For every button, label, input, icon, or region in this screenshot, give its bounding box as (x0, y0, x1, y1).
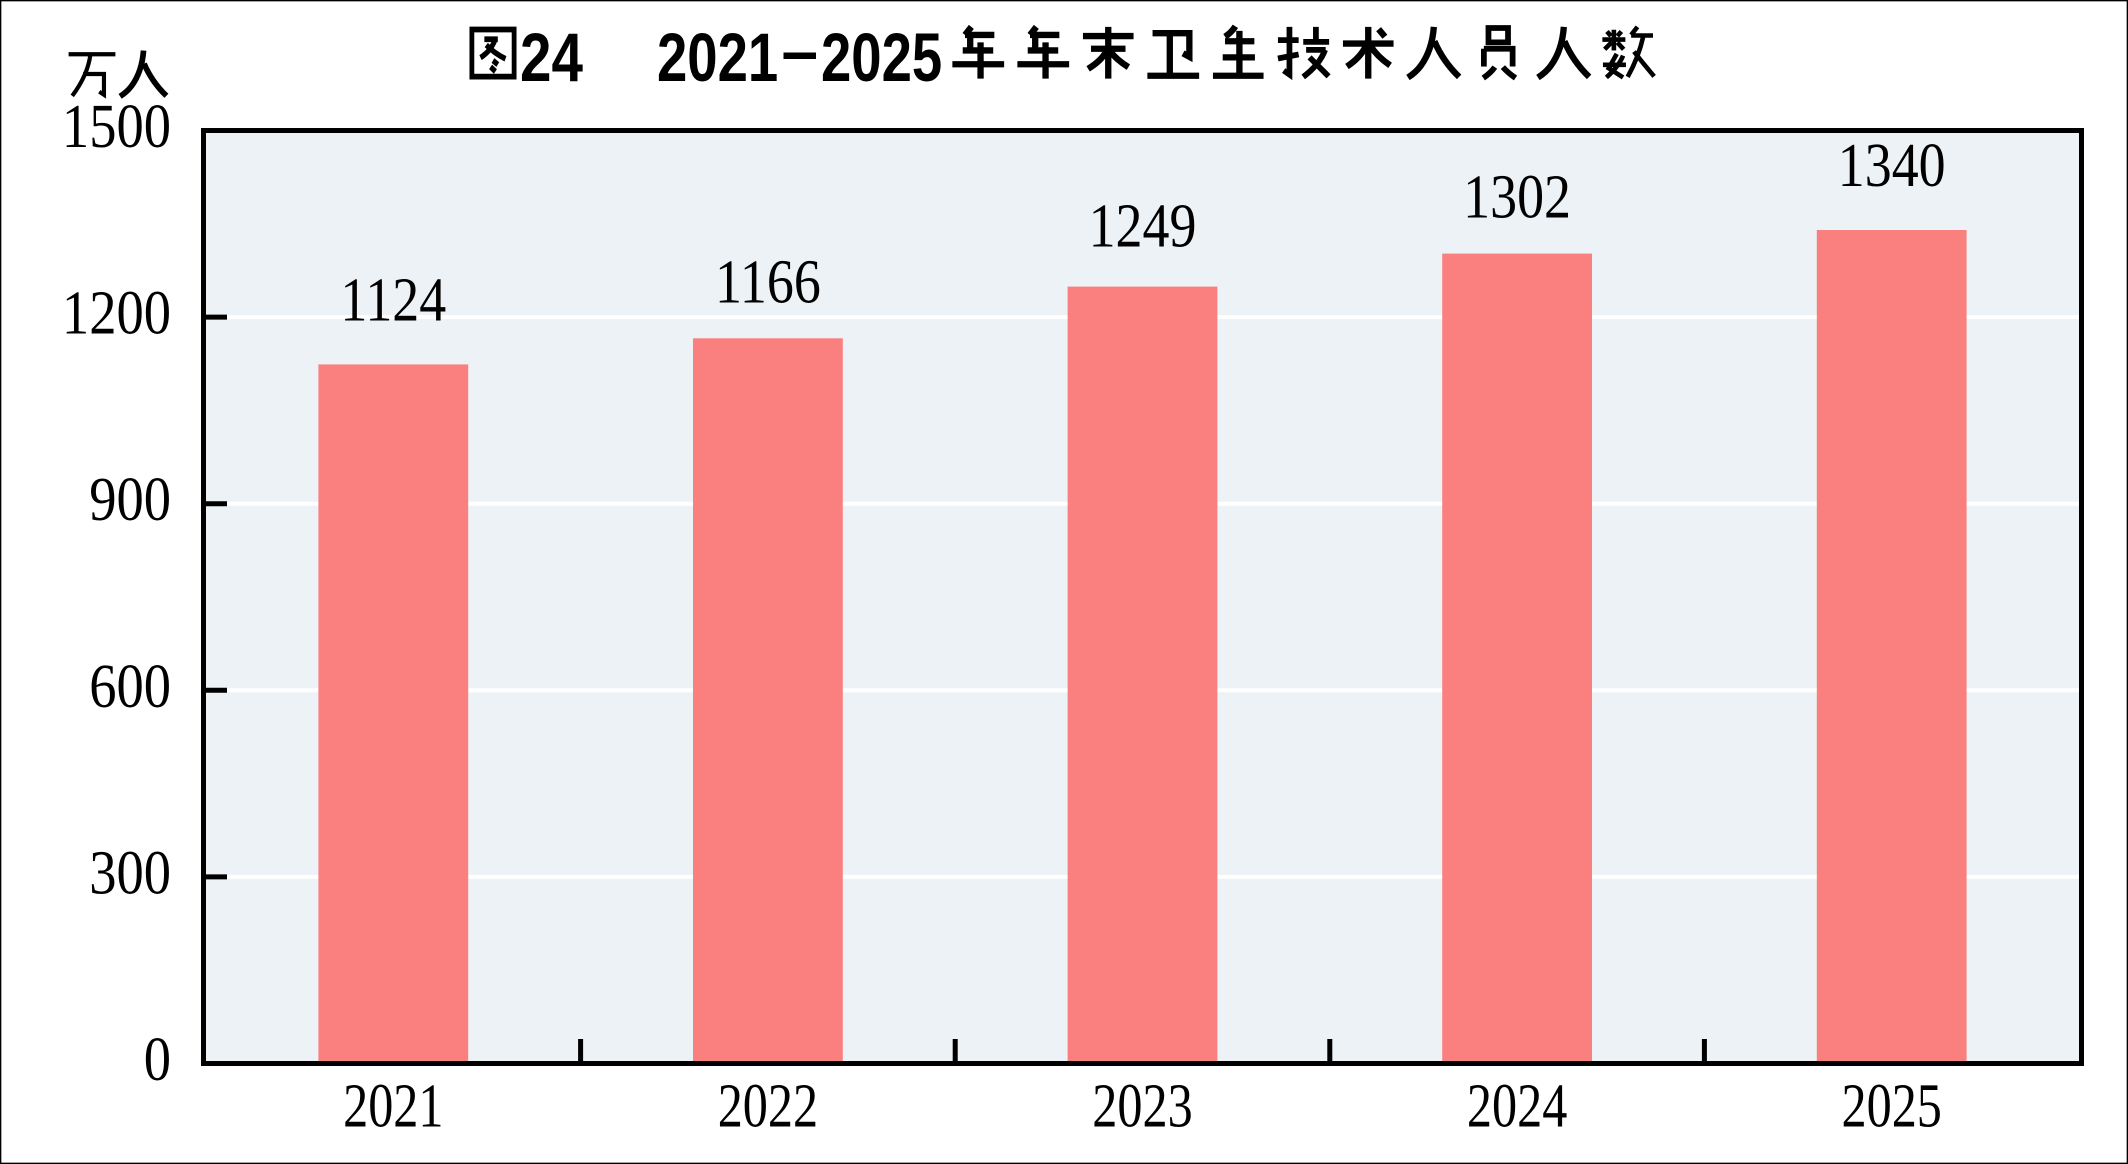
svg-text:1124: 1124 (340, 265, 446, 334)
svg-text:2025: 2025 (1841, 1073, 1941, 1141)
svg-text:0: 0 (144, 1025, 171, 1094)
svg-text:900: 900 (89, 465, 171, 534)
svg-text:2023: 2023 (1092, 1073, 1192, 1141)
svg-text:1249: 1249 (1089, 191, 1197, 260)
svg-text:2022: 2022 (718, 1073, 818, 1141)
svg-text:2021: 2021 (657, 20, 778, 97)
svg-text:1500: 1500 (62, 92, 171, 161)
svg-text:300: 300 (89, 838, 171, 907)
svg-text:600: 600 (89, 652, 171, 721)
svg-text:24: 24 (520, 20, 583, 97)
svg-text:2021: 2021 (343, 1073, 443, 1141)
svg-text:1200: 1200 (62, 278, 171, 347)
svg-text:1302: 1302 (1463, 162, 1571, 231)
svg-text:1166: 1166 (715, 247, 821, 316)
svg-text:2025: 2025 (821, 20, 942, 97)
svg-text:1340: 1340 (1838, 130, 1946, 199)
svg-text:2024: 2024 (1467, 1073, 1567, 1141)
